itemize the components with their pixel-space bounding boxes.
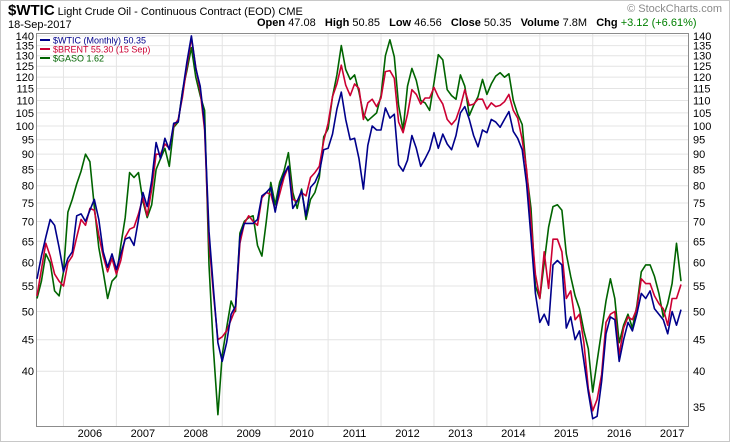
x-tick-2014: 2014: [501, 428, 525, 440]
instrument-description: Light Crude Oil - Continuous Contract (E…: [57, 6, 276, 18]
x-tick-2007: 2007: [131, 428, 155, 440]
grid-lines: [37, 34, 688, 426]
y-tick-right-120: 120: [693, 72, 711, 84]
y-tick-left-125: 125: [16, 61, 34, 73]
y-tick-right-70: 70: [693, 216, 705, 228]
y-tick-left-130: 130: [16, 51, 34, 63]
y-tick-right-65: 65: [693, 236, 705, 248]
y-tick-left-120: 120: [16, 72, 34, 84]
y-axis-right: 3540455055606570758085909510010511011512…: [693, 31, 711, 414]
x-tick-2010: 2010: [289, 428, 313, 440]
series-line-1: [36, 35, 682, 420]
y-tick-left-75: 75: [22, 198, 34, 210]
y-tick-right-50: 50: [693, 307, 705, 319]
y-tick-left-95: 95: [22, 135, 34, 147]
low-label: Low: [389, 17, 412, 29]
y-tick-left-135: 135: [16, 41, 34, 53]
y-tick-right-135: 135: [693, 41, 711, 53]
y-tick-left-40: 40: [22, 366, 34, 378]
open-value: 47.08: [288, 17, 316, 29]
change-value: +3.12 (+6.61%): [620, 17, 697, 29]
legend-label-3: $GASO 1.62: [53, 54, 104, 64]
y-tick-right-75: 75: [693, 198, 705, 210]
y-tick-left-70: 70: [22, 216, 34, 228]
y-tick-left-105: 105: [16, 108, 34, 120]
y-tick-right-95: 95: [693, 135, 705, 147]
y-tick-right-60: 60: [693, 258, 705, 270]
change-label: Chg: [596, 17, 618, 29]
y-tick-right-110: 110: [693, 95, 711, 107]
volume-label: Volume: [520, 17, 560, 29]
series-lines: [36, 35, 682, 420]
chart-header-symbol: $WTIC Light Crude Oil - Continuous Contra…: [8, 2, 303, 19]
y-tick-left-45: 45: [22, 335, 34, 347]
y-tick-right-80: 80: [693, 181, 705, 193]
y-tick-right-130: 130: [693, 51, 711, 63]
legend: $WTIC (Monthly) 50.35$BRENT 55.30 (15 Se…: [40, 36, 150, 64]
y-axis-left: 4045505560657075808590951001051101151201…: [16, 31, 34, 378]
y-tick-right-85: 85: [693, 164, 705, 176]
y-tick-left-80: 80: [22, 181, 34, 193]
stockcharts-watermark: © StockCharts.com: [627, 3, 722, 15]
y-tick-right-105: 105: [693, 108, 711, 120]
y-tick-right-55: 55: [693, 281, 705, 293]
y-tick-left-115: 115: [16, 84, 34, 96]
ohlc-summary: Open 47.08 High 50.85 Low 46.56 Close 50…: [257, 17, 697, 29]
y-tick-left-55: 55: [22, 281, 34, 293]
y-tick-right-40: 40: [693, 366, 705, 378]
x-tick-2013: 2013: [448, 428, 472, 440]
y-tick-left-110: 110: [16, 95, 34, 107]
x-tick-2009: 2009: [236, 428, 260, 440]
y-tick-left-140: 140: [16, 31, 34, 43]
y-tick-right-45: 45: [693, 335, 705, 347]
y-tick-right-90: 90: [693, 149, 705, 161]
open-label: Open: [257, 17, 286, 29]
y-tick-right-115: 115: [693, 84, 711, 96]
high-value: 50.85: [352, 17, 380, 29]
y-tick-left-65: 65: [22, 236, 34, 248]
x-tick-2006: 2006: [78, 428, 102, 440]
x-tick-2016: 2016: [607, 428, 631, 440]
y-tick-left-50: 50: [22, 307, 34, 319]
x-tick-2008: 2008: [184, 428, 208, 440]
x-tick-2012: 2012: [395, 428, 419, 440]
legend-label-2: $BRENT 55.30 (15 Sep): [53, 45, 150, 55]
y-tick-right-125: 125: [693, 61, 711, 73]
x-axis: 2006 2007 2008 2009 2010 2011 2012 2013 2014 2015…: [78, 428, 685, 440]
y-tick-right-100: 100: [693, 121, 711, 133]
y-tick-right-140: 140: [693, 31, 711, 43]
symbol: $WTIC: [8, 2, 55, 19]
x-tick-2015: 2015: [554, 428, 578, 440]
legend-label-1: $WTIC (Monthly) 50.35: [53, 36, 146, 46]
y-tick-left-60: 60: [22, 258, 34, 270]
volume-value: 7.8M: [562, 17, 588, 29]
high-label: High: [324, 17, 350, 29]
chart-date: 18-Sep-2017: [8, 19, 72, 31]
y-tick-left-85: 85: [22, 164, 34, 176]
series-line-2: [36, 37, 682, 412]
close-value: 50.35: [483, 17, 512, 29]
x-tick-2011: 2011: [343, 428, 367, 440]
plot-area-border: [36, 33, 689, 427]
y-tick-left-100: 100: [16, 121, 34, 133]
close-label: Close: [450, 17, 481, 29]
x-tick-2017: 2017: [660, 428, 684, 440]
low-value: 46.56: [414, 17, 442, 29]
exchange: CME: [278, 6, 303, 18]
y-tick-left-90: 90: [22, 149, 34, 161]
y-tick-right-35: 35: [693, 402, 705, 414]
